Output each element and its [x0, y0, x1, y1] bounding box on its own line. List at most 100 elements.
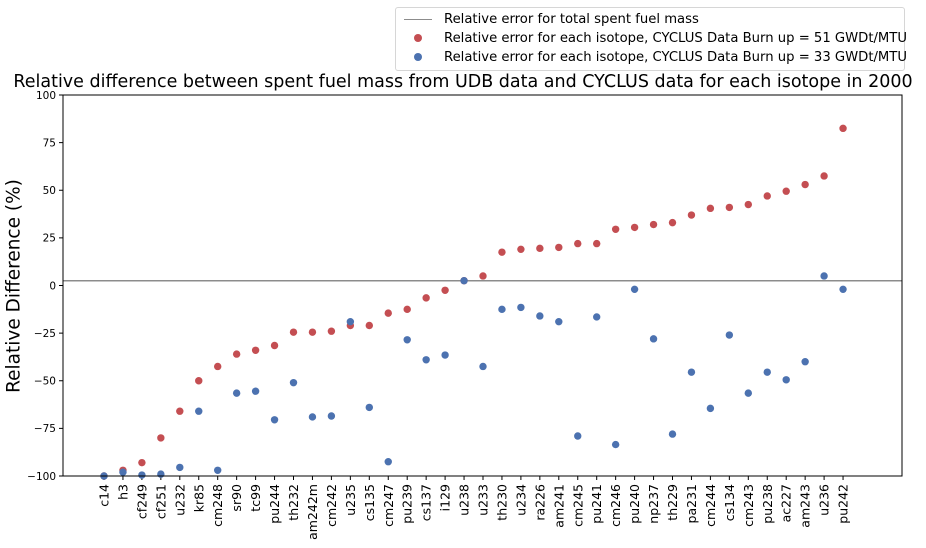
- x-tick-label-cs134: cs134: [722, 484, 737, 521]
- x-tick-label-pu242: pu242: [836, 484, 851, 524]
- point-blue-am241: [555, 317, 563, 326]
- point-blue-cm247: [384, 458, 392, 466]
- point-red-pu239: [403, 305, 411, 314]
- y-tick-label: −50: [34, 376, 56, 388]
- point-blue-cf251: [157, 470, 165, 478]
- x-tick-label-ac227: ac227: [779, 484, 794, 522]
- y-tick-label: 50: [43, 185, 56, 197]
- x-tick-label-u233: u233: [476, 484, 491, 516]
- point-red-th232: [289, 328, 298, 336]
- x-tick-label-cm246: cm246: [608, 484, 623, 527]
- point-red-cm242: [327, 327, 336, 335]
- legend-line-swatch: [404, 18, 432, 20]
- point-red-cf251: [157, 434, 165, 442]
- point-blue-u234: [517, 303, 525, 312]
- point-red-pu244: [270, 341, 279, 350]
- point-blue-th232: [289, 378, 298, 387]
- point-red-ra226: [536, 244, 544, 253]
- point-blue-cm245: [574, 432, 582, 440]
- point-red-pu238: [763, 192, 771, 200]
- point-blue-np237: [649, 335, 658, 343]
- point-blue-cm246: [611, 440, 620, 449]
- x-tick-label-th232: th232: [286, 484, 301, 521]
- point-blue-pu244: [270, 416, 279, 424]
- point-red-tc99: [251, 346, 260, 354]
- x-tick-label-kr85: kr85: [191, 484, 206, 512]
- x-tick-label-th229: th229: [665, 484, 680, 521]
- x-tick-label-u238: u238: [457, 484, 472, 516]
- chart-title: Relative difference between spent fuel m…: [13, 72, 913, 92]
- point-blue-u232: [176, 463, 184, 472]
- x-tick-label-am242m: am242m: [305, 484, 320, 540]
- x-tick-label-pa231: pa231: [684, 484, 699, 523]
- x-tick-label-cf249: cf249: [134, 484, 149, 519]
- y-tick-label: 75: [43, 137, 56, 149]
- point-blue-pu240: [630, 285, 639, 294]
- y-tick-label: −75: [34, 423, 56, 435]
- y-tick-label: −25: [34, 328, 56, 340]
- x-tick-label-i129: i129: [438, 484, 453, 511]
- x-tick-label-pu240: pu240: [627, 484, 642, 524]
- x-tick-label-pu244: pu244: [267, 484, 282, 524]
- x-tick-label-cm247: cm247: [381, 484, 396, 527]
- x-tick-label-cm245: cm245: [570, 484, 585, 527]
- x-tick-label-cm244: cm244: [703, 484, 718, 527]
- x-tick-label-sr90: sr90: [229, 484, 244, 512]
- point-red-u236: [820, 172, 828, 180]
- legend-label-series-51: Relative error for each isotope, CYCLUS …: [444, 30, 908, 46]
- legend-item-reference-line: Relative error for total spent fuel mass: [404, 10, 699, 28]
- y-axis-label: Relative Difference (%): [3, 179, 25, 393]
- legend-label-reference: Relative error for total spent fuel mass: [444, 11, 699, 27]
- x-tick-label-cm248: cm248: [210, 484, 225, 527]
- point-red-pa231: [687, 211, 696, 219]
- point-red-th230: [498, 248, 506, 256]
- y-tick-label: 0: [49, 280, 56, 292]
- point-red-am241: [555, 243, 563, 252]
- point-red-np237: [649, 220, 658, 229]
- point-blue-pu238: [763, 368, 771, 376]
- point-red-pu241: [593, 239, 601, 248]
- point-red-i129: [441, 286, 449, 294]
- point-blue-u236: [820, 272, 828, 280]
- point-blue-u235: [346, 317, 355, 326]
- point-blue-am243: [801, 358, 809, 366]
- point-blue-h3: [119, 468, 127, 476]
- legend-label-series-33: Relative error for each isotope, CYCLUS …: [444, 49, 908, 65]
- point-red-u232: [176, 407, 184, 415]
- x-tick-label-u236: u236: [817, 484, 832, 516]
- x-tick-label-h3: h3: [115, 484, 130, 500]
- point-blue-kr85: [195, 407, 203, 415]
- point-blue-am242m: [308, 413, 317, 421]
- x-tick-label-cf251: cf251: [153, 484, 168, 519]
- point-blue-u238: [460, 277, 468, 285]
- x-tick-label-np237: np237: [646, 484, 661, 524]
- point-red-th229: [668, 218, 677, 227]
- point-red-am242m: [308, 328, 317, 336]
- point-red-sr90: [232, 350, 241, 358]
- point-red-am243: [801, 180, 809, 189]
- x-tick-label-c14: c14: [97, 484, 112, 507]
- point-red-pu240: [630, 223, 639, 232]
- point-red-kr85: [195, 377, 203, 385]
- point-blue-tc99: [251, 387, 260, 395]
- legend-item-series-51: Relative error for each isotope, CYCLUS …: [404, 29, 907, 47]
- x-tick-label-pu238: pu238: [760, 484, 775, 524]
- point-red-cm244: [706, 204, 715, 213]
- y-tick-label: −100: [27, 471, 56, 483]
- point-blue-cs135: [365, 403, 373, 412]
- point-red-cs134: [725, 203, 734, 212]
- point-red-cm247: [384, 309, 392, 317]
- point-blue-cs134: [725, 331, 734, 339]
- point-red-u233: [479, 272, 487, 280]
- x-tick-label-cm242: cm242: [324, 484, 339, 527]
- point-blue-cm244: [706, 404, 715, 413]
- point-blue-th229: [668, 430, 677, 438]
- point-blue-ra226: [536, 312, 544, 320]
- point-red-cm245: [574, 239, 582, 248]
- point-blue-ac227: [782, 376, 790, 384]
- point-red-u234: [517, 245, 525, 254]
- legend-marker-red: [414, 34, 422, 42]
- point-red-pu242: [839, 124, 847, 133]
- point-blue-cm248: [214, 466, 222, 474]
